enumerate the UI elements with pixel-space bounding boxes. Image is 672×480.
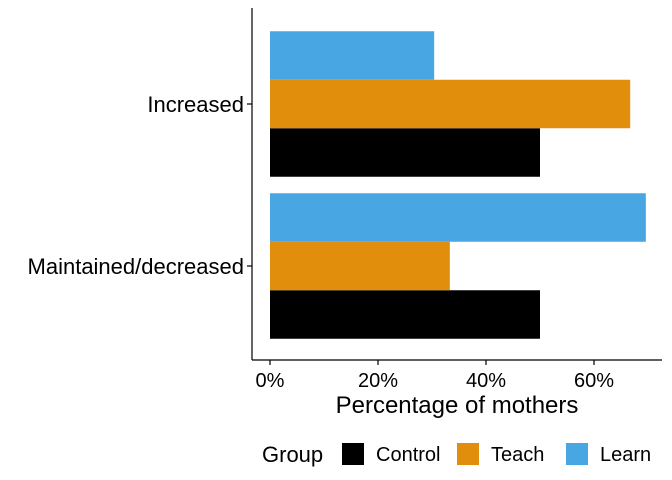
legend-label-learn: Learn	[600, 444, 651, 466]
bar-control-1	[270, 128, 540, 177]
x-axis-title: Percentage of mothers	[336, 392, 579, 419]
bar-teach-1	[270, 79, 631, 129]
legend-swatch-teach	[457, 443, 479, 465]
y-tick-label: Increased	[147, 92, 244, 117]
x-tick-label: 60%	[574, 370, 614, 392]
y-axis: Increased Maintained/decreased	[28, 92, 252, 279]
legend: Group Control Teach Learn	[262, 442, 651, 467]
x-tick-label: 20%	[358, 370, 398, 392]
bar-learn-1	[270, 31, 435, 80]
x-axis: 0% 20% 40% 60%	[256, 360, 614, 392]
x-tick-label: 40%	[466, 370, 506, 392]
bar-teach-2	[270, 241, 450, 291]
bars-group	[270, 31, 646, 339]
legend-label-control: Control	[376, 444, 440, 466]
y-tick-label: Maintained/decreased	[28, 254, 244, 279]
legend-title: Group	[262, 442, 323, 467]
x-tick-label: 0%	[256, 370, 285, 392]
bar-learn-2	[270, 193, 646, 242]
legend-swatch-control	[342, 443, 364, 465]
legend-swatch-learn	[566, 443, 588, 465]
bar-control-2	[270, 290, 540, 339]
legend-label-teach: Teach	[491, 444, 544, 466]
